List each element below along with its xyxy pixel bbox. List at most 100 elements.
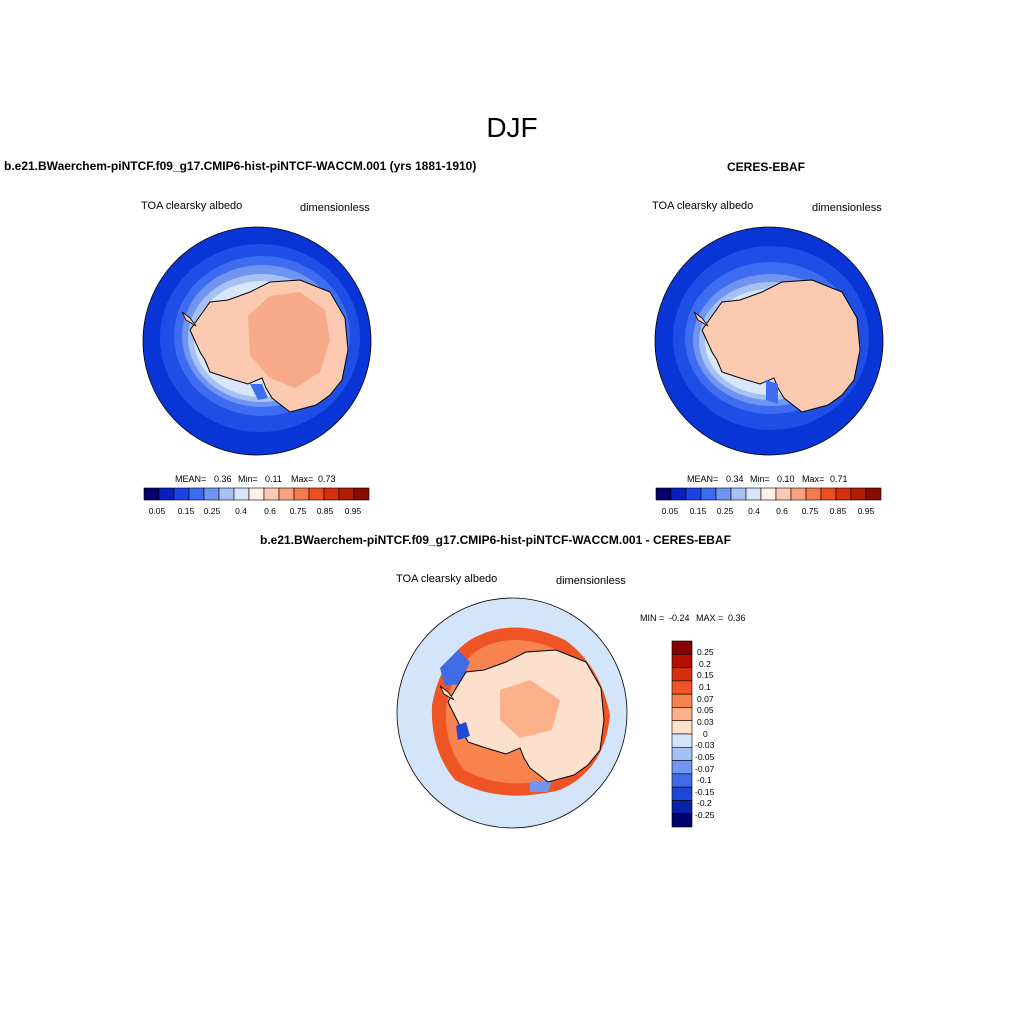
model-min-value: 0.11 (265, 474, 282, 484)
obs-colorbar-box (790, 487, 807, 501)
obs-cbar-tick: 0.95 (857, 506, 875, 516)
model-colorbar-box (323, 487, 340, 501)
model-cbar-tick: 0.15 (177, 506, 195, 516)
diff-cbar-tick: -0.05 (695, 752, 715, 762)
obs-min-label: Min= (750, 474, 770, 484)
obs-units-label: dimensionless (812, 202, 882, 214)
obs-colorbar-box (835, 487, 852, 501)
obs-variable-label: TOA clearsky albedo (652, 200, 754, 212)
model-colorbar-box (188, 487, 205, 501)
model-cbar-tick: 0.85 (316, 506, 334, 516)
diff-colorbar-box (671, 773, 693, 788)
model-variable-label: TOA clearsky albedo (141, 200, 243, 212)
obs-cbar-tick: 0.6 (776, 506, 788, 516)
diff-colorbar-box (671, 720, 693, 735)
diff-cbar-tick: 0.05 (697, 705, 714, 715)
diff-colorbar-box (671, 786, 693, 801)
model-colorbar-box (248, 487, 265, 501)
diff-variable-label: TOA clearsky albedo (396, 573, 498, 585)
model-colorbar-box (293, 487, 310, 501)
obs-colorbar-box (805, 487, 822, 501)
obs-colorbar-box (745, 487, 762, 501)
obs-colorbar (655, 487, 882, 501)
diff-cbar-tick: 0.07 (697, 694, 714, 704)
diff-colorbar-box (671, 667, 693, 682)
obs-colorbar-box (820, 487, 837, 501)
model-min-label: Min= (238, 474, 258, 484)
diff-colorbar-box (671, 640, 693, 655)
obs-mean-label: MEAN= (687, 474, 719, 484)
obs-map (655, 227, 883, 455)
model-cbar-tick: 0.6 (264, 506, 276, 516)
diff-cbar-tick: -0.1 (697, 775, 712, 785)
model-colorbar-box (338, 487, 355, 501)
model-colorbar-box (143, 487, 160, 501)
obs-mean-value: 0.34 (726, 474, 744, 484)
diff-colorbar-box (671, 733, 693, 748)
model-units-label: dimensionless (300, 202, 370, 214)
diff-cbar-tick: 0.2 (699, 659, 711, 669)
diff-colorbar-box (671, 707, 693, 722)
diff-cbar-tick: -0.25 (695, 810, 715, 820)
model-max-label: Max= (291, 474, 314, 484)
obs-max-value: 0.71 (830, 474, 848, 484)
diff-colorbar-box (671, 680, 693, 695)
model-colorbar-box (278, 487, 295, 501)
obs-min-value: 0.10 (777, 474, 795, 484)
obs-cbar-tick: 0.15 (689, 506, 707, 516)
model-cbar-tick: 0.4 (235, 506, 247, 516)
obs-colorbar-box (760, 487, 777, 501)
model-cbar-tick: 0.75 (289, 506, 307, 516)
diff-colorbar (671, 640, 693, 828)
model-colorbar-box (218, 487, 235, 501)
model-colorbar-box (308, 487, 325, 501)
diff-min-value: -0.24 (669, 613, 690, 623)
obs-colorbar-box (775, 487, 792, 501)
diff-colorbar-box (671, 813, 693, 828)
diff-cbar-tick: 0.1 (699, 682, 711, 692)
obs-colorbar-box (715, 487, 732, 501)
model-cbar-tick: 0.25 (203, 506, 221, 516)
model-map (143, 227, 371, 455)
diff-cbar-tick: -0.15 (695, 787, 715, 797)
obs-colorbar-box (865, 487, 882, 501)
model-colorbar-box (158, 487, 175, 501)
obs-cbar-tick: 0.75 (801, 506, 819, 516)
diff-map (397, 598, 627, 828)
diff-cbar-tick: -0.2 (697, 798, 712, 808)
obs-colorbar-box (655, 487, 672, 501)
diff-colorbar-box (671, 653, 693, 668)
model-cbar-tick: 0.05 (148, 506, 166, 516)
diff-min-label: MIN = (640, 613, 665, 623)
obs-cbar-tick: 0.85 (829, 506, 847, 516)
model-colorbar-box (203, 487, 220, 501)
diff-cbar-tick: 0 (703, 729, 708, 739)
obs-cbar-tick: 0.25 (716, 506, 734, 516)
model-colorbar-box (173, 487, 190, 501)
diff-colorbar-box (671, 746, 693, 761)
obs-colorbar-box (730, 487, 747, 501)
diff-colorbar-box (671, 800, 693, 815)
obs-colorbar-box (700, 487, 717, 501)
obs-max-label: Max= (802, 474, 825, 484)
diff-max-value: 0.36 (728, 613, 746, 623)
diff-colorbar-box (671, 693, 693, 708)
model-cbar-tick: 0.95 (344, 506, 362, 516)
obs-cbar-tick: 0.05 (661, 506, 679, 516)
obs-panel-title: CERES-EBAF (727, 160, 806, 174)
obs-colorbar-box (850, 487, 867, 501)
diff-colorbar-box (671, 760, 693, 775)
model-colorbar (143, 487, 370, 501)
model-max-value: 0.73 (318, 474, 336, 484)
figure-title: DJF (486, 112, 538, 143)
obs-cbar-tick: 0.4 (748, 506, 760, 516)
diff-cbar-tick: 0.15 (697, 670, 714, 680)
model-colorbar-box (233, 487, 250, 501)
obs-colorbar-box (685, 487, 702, 501)
diff-panel-title: b.e21.BWaerchem-piNTCF.f09_g17.CMIP6-his… (260, 533, 731, 547)
model-mean-value: 0.36 (214, 474, 232, 484)
model-panel-title: b.e21.BWaerchem-piNTCF.f09_g17.CMIP6-his… (4, 159, 477, 173)
diff-units-label: dimensionless (556, 575, 626, 587)
diff-cbar-tick: -0.07 (695, 764, 715, 774)
